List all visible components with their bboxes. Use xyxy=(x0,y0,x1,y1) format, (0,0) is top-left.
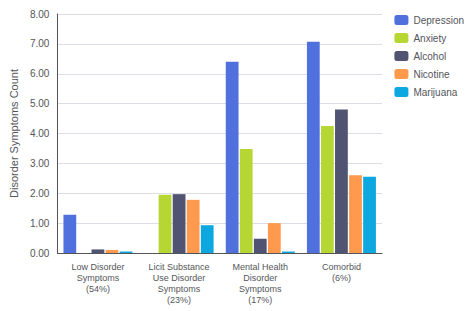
svg-text:5.00: 5.00 xyxy=(30,98,50,109)
svg-text:Symptoms: Symptoms xyxy=(77,273,120,283)
svg-text:Low Disorder: Low Disorder xyxy=(71,262,124,272)
svg-text:Licit Substance: Licit Substance xyxy=(149,262,210,272)
svg-text:8.00: 8.00 xyxy=(30,9,50,20)
svg-text:Mental Health: Mental Health xyxy=(232,262,288,272)
svg-text:Disorder: Disorder xyxy=(243,273,277,283)
svg-text:7.00: 7.00 xyxy=(30,38,50,49)
svg-text:Marijuana: Marijuana xyxy=(413,87,457,98)
svg-text:(54%): (54%) xyxy=(86,284,110,294)
svg-text:6.00: 6.00 xyxy=(30,68,50,79)
svg-text:1.00: 1.00 xyxy=(30,218,50,229)
svg-text:4.00: 4.00 xyxy=(30,128,50,139)
svg-text:3.00: 3.00 xyxy=(30,158,50,169)
svg-text:Disorder Symptoms Count: Disorder Symptoms Count xyxy=(8,69,20,198)
svg-text:(6%): (6%) xyxy=(332,273,351,283)
svg-text:Anxiety: Anxiety xyxy=(413,33,446,44)
svg-text:Symptoms: Symptoms xyxy=(158,284,201,294)
svg-text:Use Disorder: Use Disorder xyxy=(153,273,206,283)
svg-text:Depression: Depression xyxy=(413,15,464,26)
svg-text:2.00: 2.00 xyxy=(30,188,50,199)
svg-text:Comorbid: Comorbid xyxy=(322,262,361,272)
svg-text:Symptoms: Symptoms xyxy=(239,284,282,294)
svg-text:Alcohol: Alcohol xyxy=(413,51,446,62)
svg-text:Nicotine: Nicotine xyxy=(413,69,450,80)
svg-text:(23%): (23%) xyxy=(167,295,191,305)
svg-text:0.00: 0.00 xyxy=(30,248,50,259)
svg-text:(17%): (17%) xyxy=(248,295,272,305)
